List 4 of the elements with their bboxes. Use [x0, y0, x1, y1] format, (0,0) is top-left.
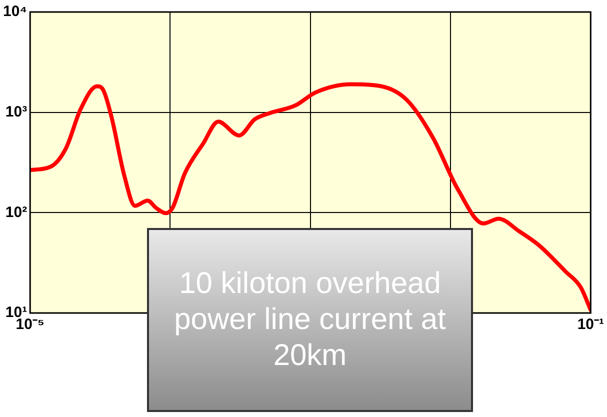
y-tick-label: 10³	[5, 103, 28, 120]
y-tick-label: 10²	[5, 204, 28, 221]
x-tick-label: 10⁻¹	[577, 316, 604, 334]
y-tick-label: 10⁴	[2, 3, 28, 20]
